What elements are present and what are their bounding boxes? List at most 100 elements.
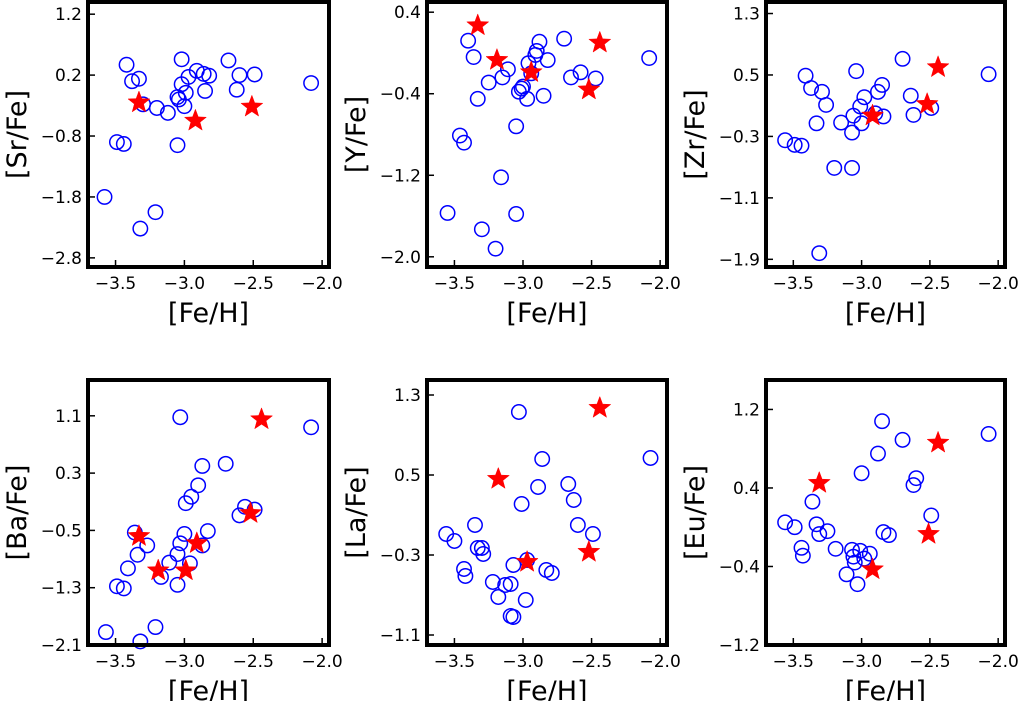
y-tick-label: −1.2 xyxy=(719,636,760,656)
data-point-circle xyxy=(177,84,194,101)
data-point-circle xyxy=(446,533,463,549)
x-tick-label: −3.5 xyxy=(434,274,475,294)
data-point-circle xyxy=(480,74,497,91)
data-point-star xyxy=(146,558,170,581)
y-axis-label: [La/Fe] xyxy=(341,466,372,558)
x-tick-label: −2.5 xyxy=(909,274,950,294)
data-point-circle xyxy=(494,69,511,86)
panel-y-fe: −3.5 −3.0 −2.5 −2.0 0.4 −0.4 −1.2 −2.0 [Fe/H] [Y/… xyxy=(341,0,681,329)
data-point-circle xyxy=(777,514,794,531)
x-tick-label: −3.5 xyxy=(773,652,814,672)
data-point-circle xyxy=(826,159,843,176)
y-axis-label: [Sr/Fe] xyxy=(2,90,33,179)
data-point-circle xyxy=(132,633,149,650)
data-point-star xyxy=(807,470,831,493)
data-point-circle xyxy=(853,465,870,482)
data-point-circle xyxy=(880,527,897,544)
y-tick-label: 0.4 xyxy=(394,3,421,23)
data-point-circle xyxy=(543,565,560,581)
data-point-circle xyxy=(199,523,216,540)
data-point-circle xyxy=(852,542,869,559)
y-tick-label: −0.4 xyxy=(380,85,421,105)
x-tick-label: −2.0 xyxy=(640,274,681,294)
data-point-circle xyxy=(194,457,211,474)
data-point-circle xyxy=(641,50,658,67)
data-point-circle xyxy=(508,118,525,135)
data-point-star xyxy=(860,557,885,580)
data-point-circle xyxy=(856,89,873,106)
data-point-star xyxy=(240,94,264,117)
data-point-circle xyxy=(499,61,516,78)
x-axis-label: [Fe/H] xyxy=(168,676,249,701)
data-point-circle xyxy=(96,188,113,205)
y-tick-label: 0.4 xyxy=(733,479,760,499)
data-point-circle xyxy=(793,137,810,154)
data-point-circle xyxy=(108,578,125,595)
data-point-star xyxy=(127,523,151,547)
data-point-circle xyxy=(147,619,164,636)
data-point-star xyxy=(249,407,274,430)
data-point-star xyxy=(238,501,263,524)
data-point-circle xyxy=(534,451,551,467)
data-point-circle xyxy=(228,81,245,98)
data-point-circle xyxy=(115,580,132,597)
data-point-circle xyxy=(467,517,483,533)
data-point-star xyxy=(127,90,151,113)
data-point-circle xyxy=(161,554,178,571)
panel-eu-fe: −3.5 −3.0 −2.5 −2.0 1.2 0.4 −0.4 −1.2 [Fe/H] [Eu/… xyxy=(680,378,1019,701)
data-point-circle xyxy=(303,419,320,436)
data-point-circle xyxy=(902,87,919,104)
data-point-circle xyxy=(490,589,507,605)
data-point-star xyxy=(860,103,885,126)
data-point-circle xyxy=(180,68,197,85)
x-tick-label: −3.0 xyxy=(502,274,543,294)
data-point-circle xyxy=(584,526,601,542)
data-point-circle xyxy=(777,132,794,149)
data-point-circle xyxy=(460,32,477,49)
data-point-circle xyxy=(803,80,820,96)
y-tick-label: 1.2 xyxy=(55,5,82,25)
y-tick-label: 0.5 xyxy=(733,66,760,86)
data-point-circle xyxy=(148,100,165,116)
y-tick-label: −0.8 xyxy=(41,127,82,147)
panel-sr-fe: −3.5 −3.0 −2.5 −2.0 1.2 0.2 −0.8 −1.8 −2.8 [Fe/H]… xyxy=(2,0,343,329)
data-point-circle xyxy=(642,450,659,466)
data-point-circle xyxy=(473,221,490,238)
data-point-circle xyxy=(848,63,865,80)
plot-frame xyxy=(86,0,331,269)
data-point-circle xyxy=(131,70,147,87)
y-tick-label: −0.5 xyxy=(41,521,82,541)
x-tick-label: −2.5 xyxy=(571,652,612,672)
data-point-circle xyxy=(190,477,207,494)
data-point-circle xyxy=(849,576,866,593)
y-axis-label: [Y/Fe] xyxy=(341,96,372,173)
data-point-circle xyxy=(538,562,555,578)
x-tick-label: −2.5 xyxy=(909,652,950,672)
y-axis-label: [Zr/Fe] xyxy=(680,89,711,179)
data-point-star xyxy=(485,47,509,70)
data-point-circle xyxy=(572,64,589,81)
data-point-circle xyxy=(97,624,114,641)
data-point-circle xyxy=(487,240,504,257)
data-point-circle xyxy=(874,413,891,430)
y-tick-label: 0.2 xyxy=(55,66,82,86)
y-tick-label: −1.3 xyxy=(41,579,82,599)
data-point-circle xyxy=(502,576,519,592)
y-tick-label: −0.4 xyxy=(719,557,760,577)
data-point-circle xyxy=(531,33,548,50)
data-point-circle xyxy=(510,404,527,420)
data-point-circle xyxy=(176,526,193,542)
data-point-circle xyxy=(844,124,860,141)
data-point-circle xyxy=(172,535,189,552)
y-tick-label: −2.0 xyxy=(380,248,421,268)
data-point-circle xyxy=(808,115,825,132)
data-point-circle xyxy=(556,30,573,47)
data-point-star xyxy=(915,91,939,115)
x-axis-label: [Fe/H] xyxy=(506,676,587,701)
data-point-circle xyxy=(475,546,492,562)
plot-frame xyxy=(86,378,331,647)
data-point-circle xyxy=(539,52,556,69)
plot-frame xyxy=(764,0,1007,269)
data-point-circle xyxy=(173,51,190,68)
data-point-circle xyxy=(870,445,886,462)
